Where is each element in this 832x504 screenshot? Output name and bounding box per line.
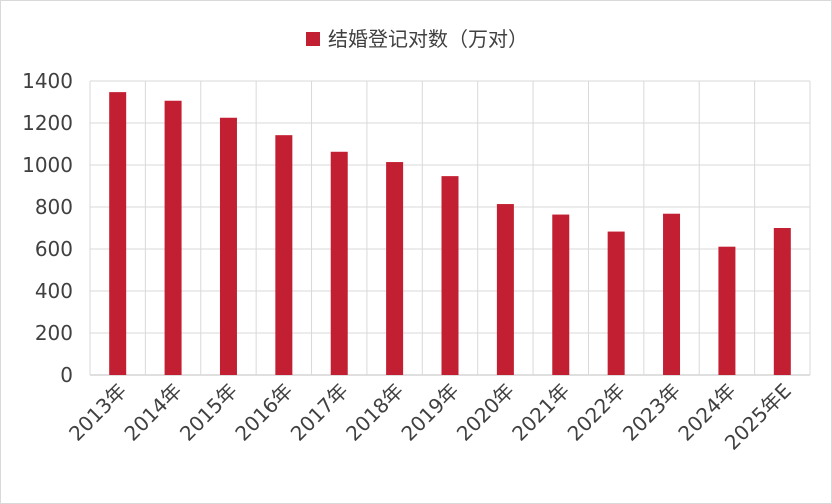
bar [109,92,127,375]
x-tick-label: 2021年 [507,379,574,446]
bar [607,231,625,375]
x-tick-label: 2016年 [230,379,297,446]
x-tick-label: 2018年 [341,379,408,446]
x-tick-label: 2017年 [286,379,353,446]
x-tick-label: 2020年 [452,379,519,446]
bar [663,213,681,375]
bar [219,117,237,375]
x-axis-ticks: 2013年2014年2015年2016年2017年2018年2019年2020年… [64,379,796,455]
x-tick-label: 2014年 [120,379,187,446]
legend: 结婚登记对数（万对） [1,23,832,52]
y-tick-label: 800 [35,195,73,219]
x-tick-label: 2022年 [563,379,630,446]
y-tick-label: 1200 [22,111,73,135]
x-tick-label: 2023年 [618,379,685,446]
y-tick-label: 400 [35,279,73,303]
bar [164,100,182,376]
bar [441,176,459,375]
bar [330,151,348,375]
bar [275,135,293,375]
bar [773,228,791,375]
y-tick-label: 200 [35,321,73,345]
y-tick-label: 0 [60,363,73,387]
bar [386,162,404,375]
bar [552,214,570,375]
bars [109,92,791,376]
y-tick-label: 600 [35,237,73,261]
x-tick-label: 2013年 [64,379,131,446]
legend-label: 结婚登记对数（万对） [328,27,528,51]
bar [496,204,514,375]
x-tick-label: 2019年 [396,379,463,446]
legend-swatch [306,31,320,46]
x-tick-label: 2015年 [175,379,242,446]
y-axis-ticks: 0 200 400 600 800 1000 1200 1400 [22,69,73,387]
y-tick-label: 1400 [22,69,73,93]
y-tick-label: 1000 [22,153,73,177]
bar [718,246,736,375]
